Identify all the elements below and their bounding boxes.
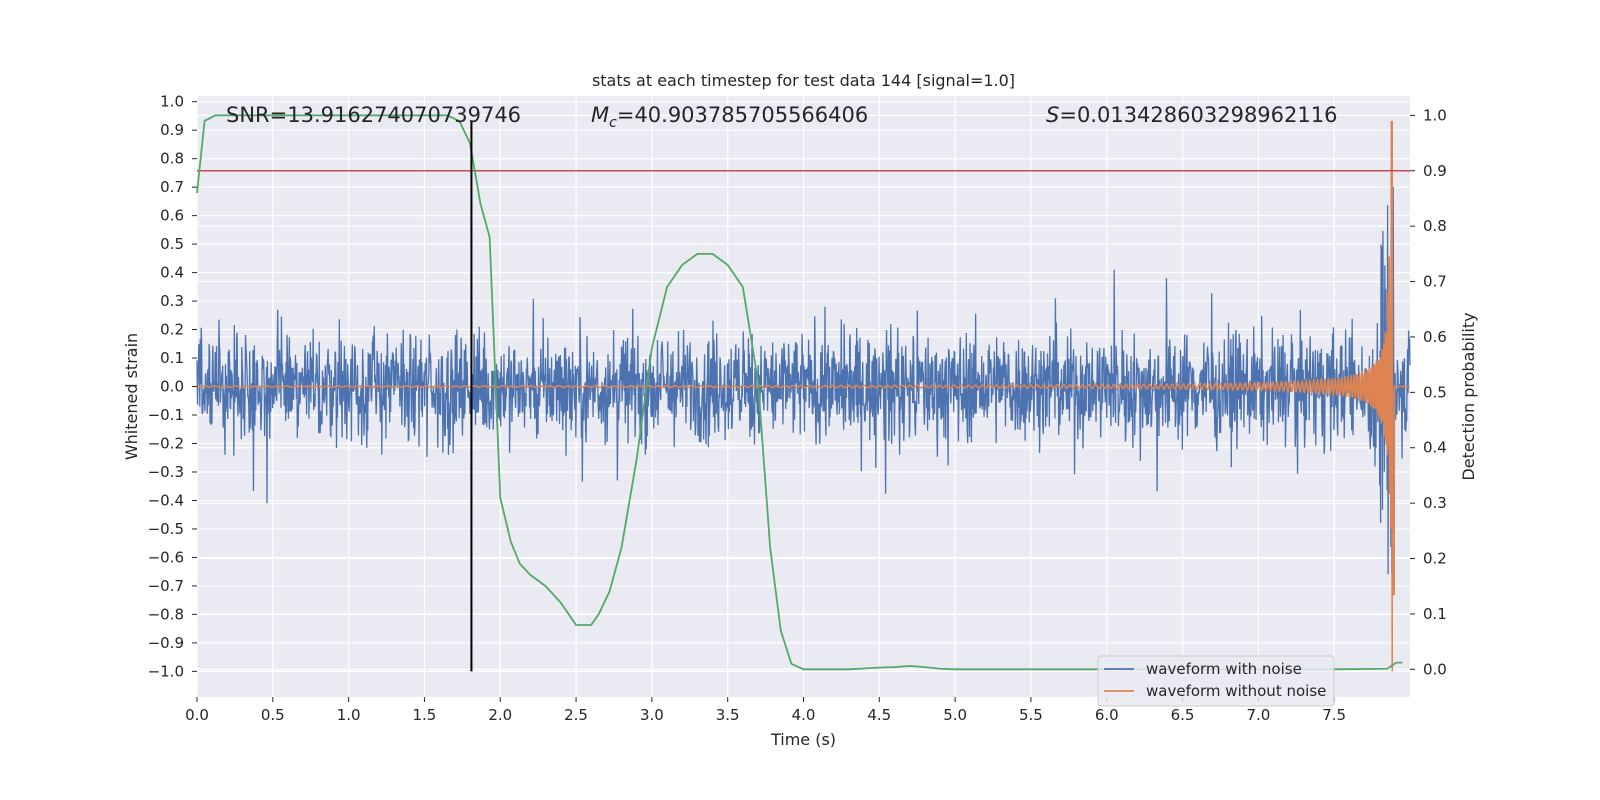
y-right-tick-label: 1.0 [1423, 106, 1447, 124]
y-left-tick-label: 0.9 [160, 121, 184, 139]
x-tick-label: 7.0 [1246, 706, 1270, 724]
series-waveform-without-noise [196, 120, 1410, 672]
series-detection-probability [196, 114, 1403, 671]
y-right-axis-ticks: 1.0 0.9 0.8 0.7 0.6 0.5 0.4 0.3 0.2 0.1 0.0 [1410, 106, 1447, 678]
y-left-axis-ticks: 1.0 0.9 0.8 0.7 0.6 0.5 0.4 0.3 0.2 0.1 0.0 −0.1 −0.… [148, 93, 197, 680]
s-annotation: S=0.013428603298962116 [1046, 103, 1337, 127]
y-left-tick-label: 0.5 [160, 235, 184, 253]
legend: waveform with noise waveform without noi… [1097, 655, 1335, 707]
y-right-tick-label: 0.2 [1423, 550, 1447, 568]
y-left-tick-label: 0.7 [160, 178, 184, 196]
y-left-tick-label: −0.9 [148, 634, 184, 652]
y-left-tick-label: −0.8 [148, 605, 184, 623]
x-tick-label: 4.5 [867, 706, 891, 724]
y-left-tick-label: 1.0 [160, 93, 184, 111]
y-left-tick-label: 0.3 [160, 292, 184, 310]
y-left-tick-label: 0.4 [160, 264, 184, 282]
chart-title: stats at each timestep for test data 144… [592, 71, 1015, 90]
x-tick-label: 4.0 [792, 706, 816, 724]
y-right-tick-label: 0.5 [1423, 383, 1447, 401]
x-tick-label: 1.5 [413, 706, 437, 724]
x-axis-title: Time (s) [770, 730, 836, 749]
y-left-tick-label: 0.6 [160, 207, 184, 225]
series-layer [196, 114, 1411, 672]
y-right-axis-title: Detection probability [1459, 312, 1478, 480]
legend-box [1097, 655, 1335, 707]
chirp-mass-value: =40.903785705566406 [617, 103, 868, 127]
y-left-tick-label: −1.0 [148, 662, 184, 680]
x-tick-label: 1.0 [337, 706, 361, 724]
chirp-mass-annotation: Mc=40.903785705566406 [591, 103, 868, 131]
series-waveform-with-noise [196, 186, 1411, 575]
x-tick-label: 7.5 [1322, 706, 1346, 724]
chirp-mass-subscript: c [609, 115, 617, 131]
y-left-tick-label: −0.3 [148, 463, 184, 481]
y-right-tick-label: 0.7 [1423, 273, 1447, 291]
y-left-tick-label: −0.5 [148, 520, 184, 538]
chirp-mass-symbol: M [591, 103, 609, 127]
y-right-tick-label: 0.4 [1423, 439, 1447, 457]
snr-annotation: SNR=13.916274070739746 [226, 103, 521, 127]
y-left-tick-label: −0.4 [148, 491, 184, 509]
y-right-tick-label: 0.8 [1423, 217, 1447, 235]
y-left-tick-label: 0.2 [160, 321, 184, 339]
y-left-tick-label: −0.2 [148, 434, 184, 452]
x-tick-label: 0.0 [185, 706, 209, 724]
y-left-tick-label: −0.6 [148, 548, 184, 566]
y-left-axis-title: Whitened strain [122, 333, 141, 460]
x-tick-label: 0.5 [261, 706, 285, 724]
y-right-tick-label: 0.0 [1423, 660, 1447, 678]
s-value: =0.013428603298962116 [1059, 103, 1337, 127]
y-left-tick-label: −0.1 [148, 406, 184, 424]
y-right-tick-label: 0.6 [1423, 328, 1447, 346]
x-tick-label: 2.0 [488, 706, 512, 724]
legend-label-clean: waveform without noise [1146, 682, 1326, 700]
x-tick-label: 3.0 [640, 706, 664, 724]
legend-label-noise: waveform with noise [1146, 660, 1302, 678]
y-left-tick-label: 0.0 [160, 378, 184, 396]
x-tick-label: 5.5 [1019, 706, 1043, 724]
plot-area [196, 96, 1411, 697]
x-tick-label: 2.5 [564, 706, 588, 724]
y-right-tick-label: 0.9 [1423, 162, 1447, 180]
x-tick-label: 5.0 [943, 706, 967, 724]
x-tick-label: 6.5 [1171, 706, 1195, 724]
y-right-tick-label: 0.3 [1423, 494, 1447, 512]
x-tick-label: 6.0 [1095, 706, 1119, 724]
y-right-tick-label: 0.1 [1423, 605, 1447, 623]
y-left-tick-label: −0.7 [148, 577, 184, 595]
x-tick-label: 3.5 [716, 706, 740, 724]
s-symbol: S [1046, 103, 1059, 127]
y-left-tick-label: 0.1 [160, 349, 184, 367]
y-left-tick-label: 0.8 [160, 150, 184, 168]
x-axis-ticks: 0.0 0.5 1.0 1.5 2.0 2.5 3.0 3.5 4.0 4.5 5.0 5.5 6.0 6… [185, 697, 1346, 724]
